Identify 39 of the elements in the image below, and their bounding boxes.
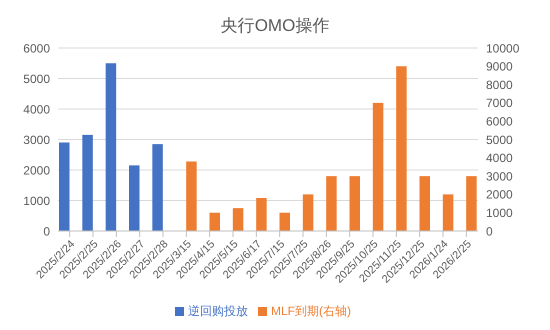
y2-tick-label: 0 [486,224,493,238]
bar [442,194,454,231]
bar [350,176,360,231]
legend-label: MLF到期(右轴) [271,304,351,318]
y2-tick-label: 6000 [486,114,514,128]
bar [420,176,430,231]
bar [326,176,337,231]
bar [372,102,384,231]
bar [106,63,116,231]
bar [302,194,314,231]
bar [129,165,140,231]
y2-tick-label: 5000 [486,132,514,147]
y2-tick-label: 7000 [486,96,514,110]
bar [186,161,197,231]
y2-tick-label: 9000 [486,60,514,74]
bar [256,198,267,231]
legend-label: 逆回购投放 [188,304,248,318]
bar [466,176,477,231]
chart-title: 央行OMO操作 [220,15,330,37]
bar [232,208,244,231]
y-tick-label: 4000 [23,102,50,116]
y2-tick-label: 10000 [486,41,520,56]
bar [82,134,93,231]
bar [59,142,70,231]
y-tick-label: 1000 [23,194,50,208]
y-tick-label: 6000 [23,41,50,56]
y-tick-label: 5000 [23,72,50,86]
y-tick-label: 2000 [23,163,50,178]
bar [210,212,220,231]
bar [280,212,290,231]
y2-tick-label: 4000 [486,151,514,166]
y2-tick-label: 1000 [486,206,514,220]
y-tick-label: 3000 [23,132,50,147]
y2-tick-label: 2000 [486,188,514,202]
y2-tick-label: 8000 [486,78,514,92]
bar [152,144,163,231]
y-tick-label: 0 [43,224,50,238]
bar [396,66,407,231]
y2-tick-label: 3000 [486,169,514,184]
